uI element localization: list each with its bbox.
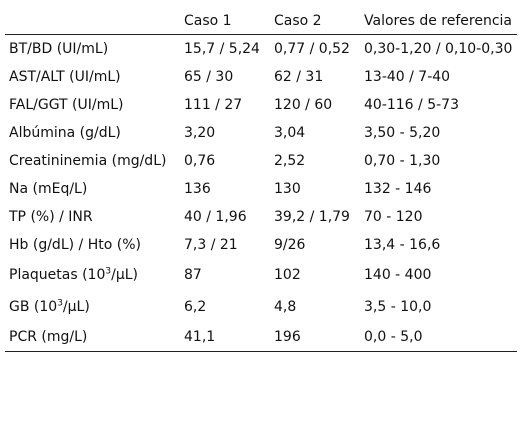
header-caso-2: Caso 2 [270, 8, 360, 35]
table-row: Plaquetas (103/µL) 87 102 140 - 400 [5, 259, 517, 291]
row-caso-2-value: 130 [274, 181, 301, 197]
row-reference-value: 40-116 / 5-73 [364, 97, 459, 113]
header-reference-values: Valores de referencia [360, 8, 517, 35]
row-caso-2-value: 62 / 31 [274, 69, 324, 85]
table-body: BT/BD (UI/mL) 15,7 / 5,24 0,77 / 0,52 0,… [5, 35, 517, 352]
row-caso-1-value: 136 [184, 181, 211, 197]
row-parameter: AST/ALT (UI/mL) [9, 69, 121, 85]
header-caso-1: Caso 1 [180, 8, 270, 35]
row-caso-2-value: 4,8 [274, 299, 297, 315]
row-caso-1-value: 111 / 27 [184, 97, 243, 113]
header-parameter [5, 8, 180, 35]
row-caso-1-value: 0,76 [184, 153, 216, 169]
parameter-unit: /µL) [111, 267, 138, 283]
row-caso-2-value: 2,52 [274, 153, 306, 169]
table-row: AST/ALT (UI/mL) 65 / 30 62 / 31 13-40 / … [5, 63, 517, 91]
table-row: TP (%) / INR 40 / 1,96 39,2 / 1,79 70 - … [5, 203, 517, 231]
row-reference-value: 0,70 - 1,30 [364, 153, 441, 169]
table-row: BT/BD (UI/mL) 15,7 / 5,24 0,77 / 0,52 0,… [5, 35, 517, 64]
row-parameter: BT/BD (UI/mL) [9, 41, 109, 57]
table-row: Creatininemia (mg/dL) 0,76 2,52 0,70 - 1… [5, 147, 517, 175]
parameter-exponent: 3 [105, 266, 112, 277]
row-reference-value: 140 - 400 [364, 267, 432, 283]
table-row: PCR (mg/L) 41,1 196 0,0 - 5,0 [5, 323, 517, 352]
row-parameter: Albúmina (g/dL) [9, 125, 121, 141]
row-caso-1-value: 3,20 [184, 125, 216, 141]
row-caso-2-value: 3,04 [274, 125, 306, 141]
row-parameter: Creatininemia (mg/dL) [9, 153, 167, 169]
row-parameter: Plaquetas (103/µL) [5, 259, 180, 291]
row-caso-1-value: 65 / 30 [184, 69, 234, 85]
parameter-unit: /µL) [62, 299, 90, 315]
row-parameter: Na (mEq/L) [9, 181, 88, 197]
row-reference-value: 0,30-1,20 / 0,10-0,30 [364, 41, 513, 57]
parameter-text: Plaquetas (10 [9, 267, 106, 283]
table-row: GB (103/µL) 6,2 4,8 3,5 - 10,0 [5, 291, 517, 323]
row-caso-2-value: 120 / 60 [274, 97, 333, 113]
row-parameter: FAL/GGT (UI/mL) [9, 97, 124, 113]
lab-results-table: Caso 1 Caso 2 Valores de referencia BT/B… [5, 8, 517, 352]
row-parameter: Hb (g/dL) / Hto (%) [9, 237, 141, 253]
parameter-text: GB (10 [9, 299, 58, 315]
table-row: Albúmina (g/dL) 3,20 3,04 3,50 - 5,20 [5, 119, 517, 147]
row-reference-value: 70 - 120 [364, 209, 423, 225]
row-reference-value: 0,0 - 5,0 [360, 323, 517, 352]
row-caso-1-value: 7,3 / 21 [184, 237, 238, 253]
row-parameter: GB (103/µL) [5, 291, 180, 323]
row-reference-value: 3,5 - 10,0 [364, 299, 432, 315]
row-caso-1-value: 41,1 [180, 323, 270, 352]
table-row: Hb (g/dL) / Hto (%) 7,3 / 21 9/26 13,4 -… [5, 231, 517, 259]
row-parameter: TP (%) / INR [9, 209, 93, 225]
row-reference-value: 132 - 146 [364, 181, 432, 197]
row-reference-value: 13-40 / 7-40 [364, 69, 451, 85]
row-caso-2-value: 102 [274, 267, 301, 283]
row-caso-2-value: 196 [270, 323, 360, 352]
table-header: Caso 1 Caso 2 Valores de referencia [5, 8, 517, 35]
row-caso-1-value: 15,7 / 5,24 [184, 41, 260, 57]
row-reference-value: 3,50 - 5,20 [364, 125, 441, 141]
row-caso-1-value: 6,2 [184, 299, 207, 315]
row-caso-2-value: 39,2 / 1,79 [274, 209, 350, 225]
header-row: Caso 1 Caso 2 Valores de referencia [5, 8, 517, 35]
row-caso-1-value: 87 [184, 267, 202, 283]
row-parameter: PCR (mg/L) [5, 323, 180, 352]
table-row: Na (mEq/L) 136 130 132 - 146 [5, 175, 517, 203]
row-caso-2-value: 9/26 [274, 237, 306, 253]
row-caso-1-value: 40 / 1,96 [184, 209, 247, 225]
table-row: FAL/GGT (UI/mL) 111 / 27 120 / 60 40-116… [5, 91, 517, 119]
row-reference-value: 13,4 - 16,6 [364, 237, 441, 253]
row-caso-2-value: 0,77 / 0,52 [274, 41, 350, 57]
parameter-exponent: 3 [57, 298, 63, 309]
